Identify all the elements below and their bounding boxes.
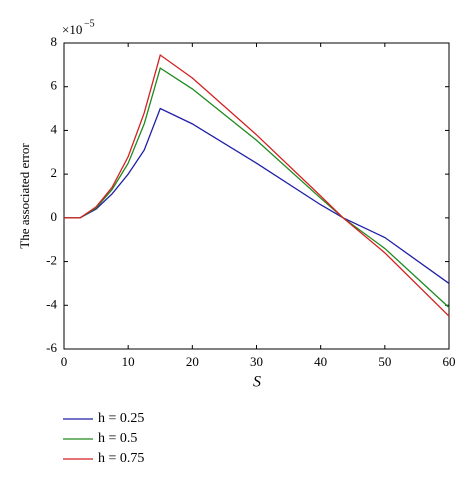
series-line — [64, 53, 450, 317]
y-multiplier-exponent: −5 — [84, 18, 95, 29]
y-tick-label: -6 — [46, 340, 57, 355]
x-axis-label: S — [253, 374, 261, 391]
legend-label: h = 0.5 — [98, 431, 137, 446]
y-tick-label: 6 — [51, 78, 58, 93]
legend-label: h = 0.75 — [98, 451, 144, 466]
x-tick-label: 10 — [122, 354, 135, 369]
y-tick-label: 8 — [51, 34, 58, 49]
x-tick-label: 50 — [378, 354, 391, 369]
plot-frame — [63, 42, 450, 350]
y-tick-label: 2 — [51, 165, 58, 180]
y-tick-label: 0 — [51, 209, 58, 224]
y-tick-label: 4 — [51, 121, 58, 136]
x-tick-label: 60 — [443, 354, 456, 369]
x-tick-label: 20 — [186, 354, 199, 369]
y-axis-label: The associated error — [17, 143, 32, 249]
y-tick-label: -2 — [46, 253, 57, 268]
y-tick-label: -4 — [46, 296, 57, 311]
x-tick-label: 0 — [61, 354, 68, 369]
x-tick-label: 30 — [250, 354, 263, 369]
legend-label: h = 0.25 — [98, 411, 144, 426]
x-tick-label: 40 — [314, 354, 327, 369]
series-line — [64, 67, 450, 308]
y-multiplier: ×10 — [62, 22, 82, 37]
